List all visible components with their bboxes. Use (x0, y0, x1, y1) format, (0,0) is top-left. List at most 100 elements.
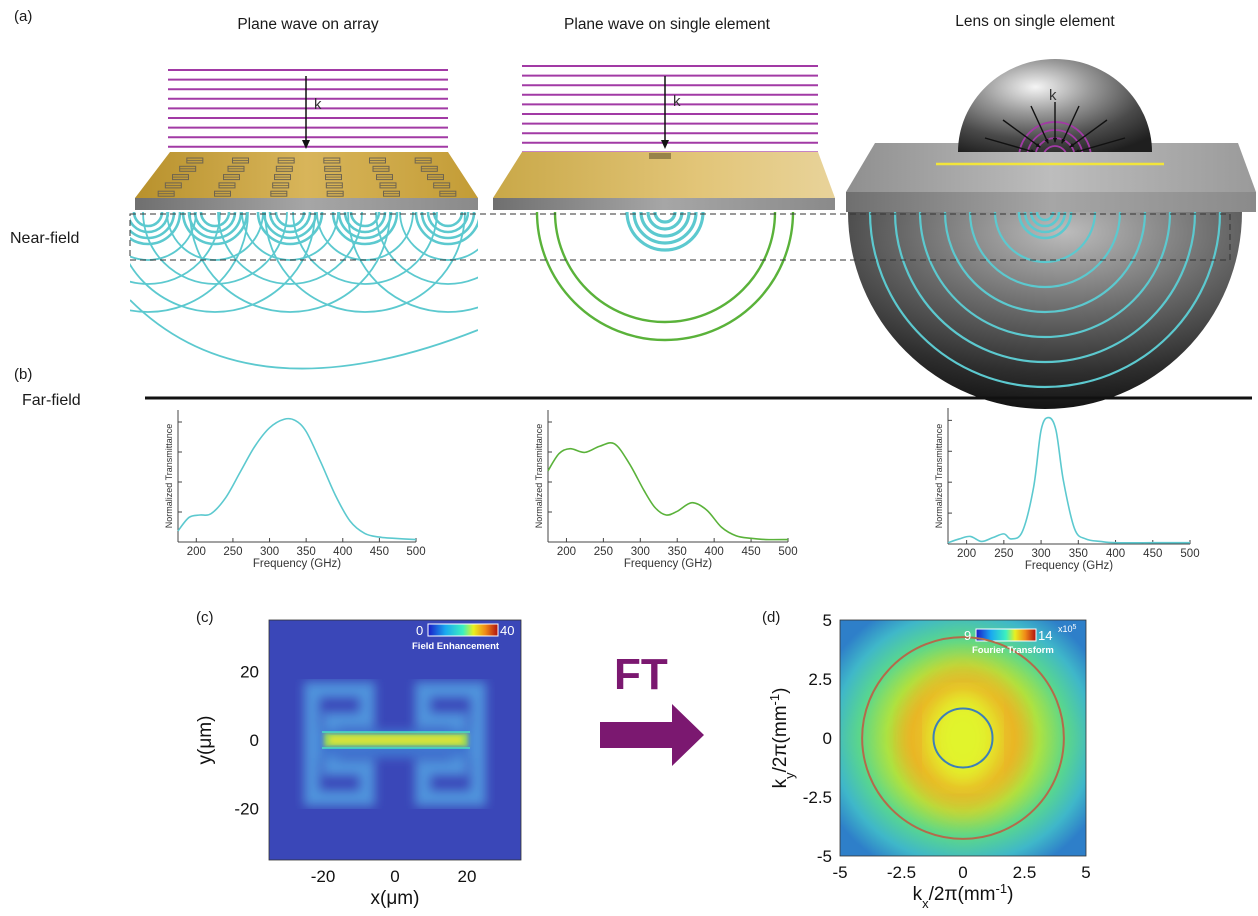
far-field-label: Far-field (22, 392, 81, 409)
near-field-arc (632, 211, 698, 245)
x-axis-label: kx/2π(mm-1) (913, 881, 1014, 911)
x-tick-label: 5 (1081, 863, 1090, 882)
spectrum-line (547, 441, 789, 541)
far-field-arc (130, 212, 249, 313)
near-field-arc (1023, 212, 1067, 234)
y-tick-label: 2.5 (808, 670, 832, 689)
x-tick-label: 200 (187, 546, 206, 558)
y-tick-label: 0 (250, 731, 259, 750)
k-label-1: k (314, 96, 322, 113)
y-axis-label: Normalized Transmittance (934, 424, 944, 529)
colorbar-label: Fourier Transform (972, 645, 1054, 656)
ray-arrowhead (1035, 142, 1041, 148)
ray-arrowhead (1061, 138, 1066, 144)
colorbar-min: 0 (416, 623, 423, 638)
x-tick-label: 250 (994, 548, 1013, 560)
plane-wavefronts (168, 69, 448, 158)
ray-arrow (1074, 137, 1126, 152)
ray-arrowhead (1052, 137, 1058, 143)
panel-label-b: (b) (14, 366, 33, 383)
x-tick-label: -20 (311, 867, 336, 886)
ray-arrowhead (1030, 149, 1036, 152)
far-field-arc (399, 212, 478, 261)
far-field-arc (264, 212, 466, 313)
near-field-arc (1017, 212, 1073, 240)
x-tick-label: 200 (557, 546, 576, 558)
x-tick-label: 500 (406, 546, 425, 558)
ray-arrow (1002, 119, 1041, 148)
transmittance-chart: 200 250 300 350 400 450 500 Frequency (GHz) Norm… (934, 408, 1200, 572)
x-tick-label: 350 (297, 546, 316, 558)
x-axis-label: Frequency (GHz) (624, 558, 712, 570)
k-circle (932, 707, 994, 769)
k-label-3: k (1049, 87, 1057, 104)
scattered-waves (535, 211, 795, 342)
transmittance-chart: 200 250 300 350 400 450 500 Frequency (GHz) Norm… (164, 410, 426, 570)
x-axis-label: x(μm) (371, 888, 420, 909)
title-lens: Lens on single element (955, 13, 1115, 30)
near-field-arc (193, 212, 237, 234)
colorbar-exponent: x105 (1058, 624, 1077, 635)
spectrum-line (177, 417, 417, 541)
near-field-box (129, 213, 1231, 261)
ray-arrow (1069, 119, 1108, 148)
y-tick-label: -20 (234, 800, 259, 819)
x-tick-label: 2.5 (1013, 863, 1037, 882)
y-axis-label: Normalized Transmittance (534, 424, 544, 529)
colorbar-label: Field Enhancement (412, 641, 500, 652)
ft-label: FT (614, 650, 668, 699)
near-field-arc (653, 211, 677, 224)
near-field-arc (1029, 212, 1061, 228)
panel-label-c: (c) (196, 609, 214, 626)
ray-arrow (984, 137, 1036, 152)
x-tick-label: 20 (458, 867, 477, 886)
y-tick-label: 20 (240, 662, 259, 681)
x-tick-label: 300 (1031, 548, 1050, 560)
near-field-arc (130, 212, 182, 246)
colorbar-min: 9 (964, 628, 971, 643)
x-tick-label: 450 (1143, 548, 1162, 560)
near-field-label: Near-field (10, 230, 80, 247)
panel-label-d: (d) (762, 609, 781, 626)
ft-arrow (600, 704, 704, 766)
title-array: Plane wave on array (237, 16, 379, 33)
y-axis-label: ky/2π(mm-1) (767, 688, 797, 789)
panel-label-a: (a) (14, 8, 33, 25)
near-field-arc (639, 211, 691, 238)
k-label-2: k (673, 93, 681, 110)
far-field-arc (217, 212, 363, 285)
ray-arrowhead (1074, 149, 1080, 152)
near-field-arc (274, 212, 306, 228)
y-tick-label: -5 (817, 847, 832, 866)
spectrum-line (947, 416, 1191, 544)
focused-arc (993, 212, 1097, 264)
far-field-arc (375, 212, 478, 285)
k-circle (861, 636, 1065, 840)
ray-arrow (1061, 105, 1080, 144)
x-tick-label: 250 (223, 546, 242, 558)
scattered-waves (130, 212, 478, 370)
focused-arc (968, 212, 1122, 289)
focused-arc (893, 212, 1197, 364)
x-tick-label: 400 (705, 546, 724, 558)
near-field-arc (420, 212, 476, 240)
x-tick-label: 400 (1106, 548, 1125, 560)
focused-waves (868, 212, 1222, 389)
near-field-arc (414, 212, 478, 246)
near-field-arc (343, 212, 387, 234)
x-tick-label: -5 (832, 863, 847, 882)
transmittance-chart: 200 250 300 350 400 450 500 Frequency (GHz) Norm… (534, 410, 798, 570)
x-tick-label: 300 (631, 546, 650, 558)
x-axis-label: Frequency (GHz) (253, 558, 341, 570)
far-field-arc (130, 299, 478, 370)
near-field-arc (432, 212, 464, 228)
far-field-arc (347, 212, 478, 313)
focused-arc (868, 212, 1222, 389)
near-field-arc (337, 212, 393, 240)
near-field-arc (199, 212, 231, 228)
near-field-arc (646, 211, 684, 231)
